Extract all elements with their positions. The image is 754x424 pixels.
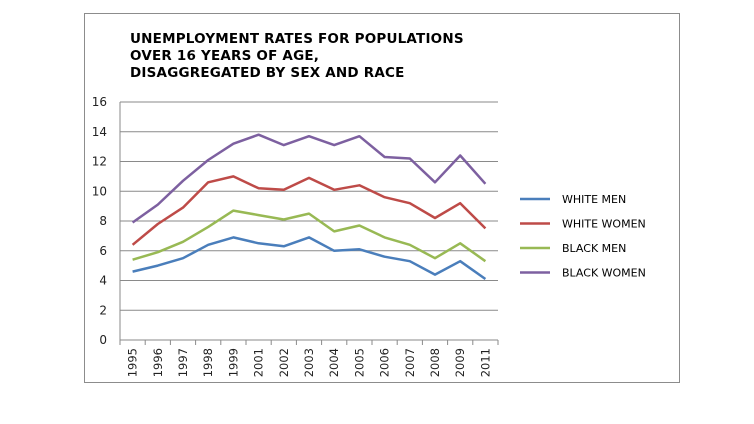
y-tick-label: 12 [92,155,107,169]
x-tick-label: 2002 [277,348,291,377]
series-line-black-men [132,209,487,263]
y-axis-ticks: 0 2 4 6 8 10 12 14 16 [92,95,107,347]
y-tick-label: 4 [99,274,107,288]
x-tick-label: 2001 [252,348,266,377]
legend-label: BLACK WOMEN [562,267,646,280]
x-tick-label: 1995 [126,348,140,377]
y-tick-label: 6 [99,244,107,258]
x-tick-label: 2005 [352,348,366,377]
axes [119,102,499,345]
x-tick-label: 2011 [478,348,492,377]
legend-label: WHITE WOMEN [562,218,646,231]
x-tick-label: 1996 [151,348,165,377]
x-tick-label: 2009 [453,348,467,377]
chart-frame [84,13,680,383]
chart-title: UNEMPLOYMENT RATES FOR POPULATIONS OVER … [130,31,464,81]
series-lines [131,133,487,281]
x-axis-ticks: 1995 1996 1997 1998 1999 2001 2002 2003 2004 2005… [126,348,493,377]
series-line-white-men [132,236,487,281]
x-tick-label: 2003 [302,348,316,377]
x-tick-label: 1998 [201,348,215,377]
legend-label: WHITE MEN [562,193,626,206]
series-line-white-women [131,175,487,246]
x-tick-label: 2008 [428,348,442,377]
gridlines [120,101,498,311]
x-tick-label: 2004 [327,348,341,377]
x-tick-label: 1997 [176,348,190,377]
legend: WHITE MEN WHITE WOMEN BLACK MEN BLACK WOMEN [520,193,646,280]
y-tick-label: 14 [92,125,107,139]
y-tick-label: 0 [99,333,107,347]
y-tick-label: 2 [99,303,107,317]
x-tick-label: 1999 [226,348,240,377]
y-tick-label: 16 [92,95,107,109]
x-tick-label: 2006 [378,348,392,377]
series-line-black-women [131,133,487,224]
x-tick-label: 2007 [403,348,417,377]
legend-label: BLACK MEN [562,242,626,255]
y-tick-label: 8 [99,214,107,228]
y-tick-label: 10 [92,184,107,198]
